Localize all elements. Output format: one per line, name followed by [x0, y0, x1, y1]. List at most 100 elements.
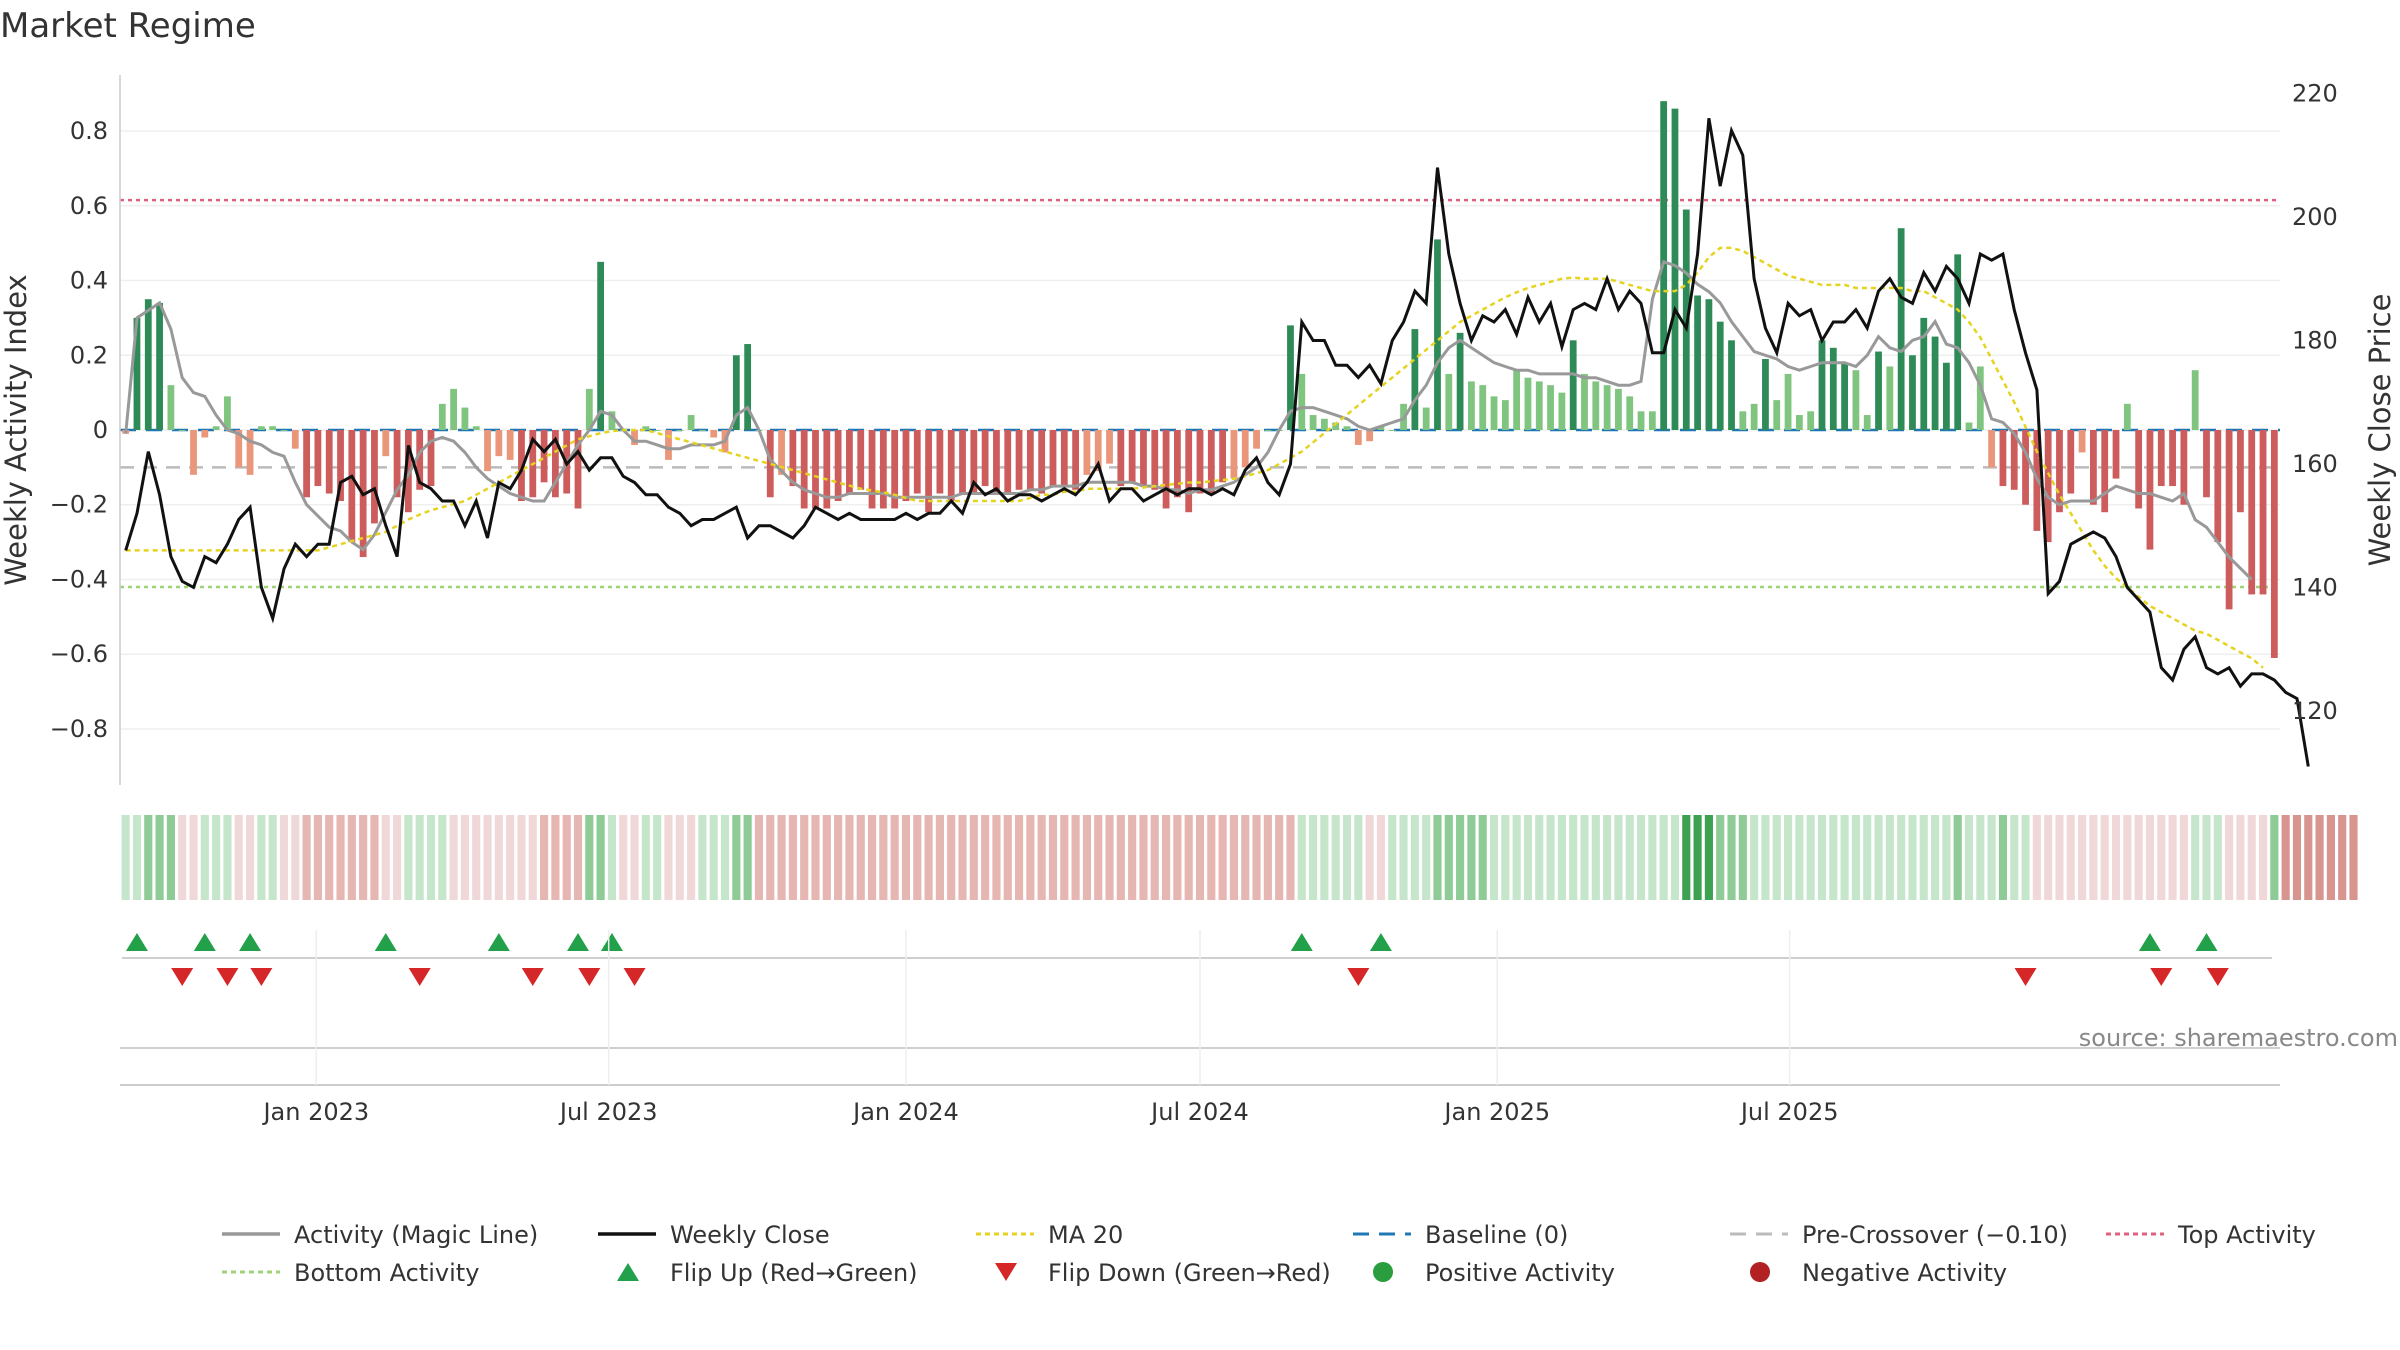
- regime-cell: [1320, 815, 1329, 900]
- regime-cell: [754, 815, 764, 900]
- x-tick-label: Jul 2025: [1739, 1098, 1839, 1126]
- regime-cell: [1444, 815, 1453, 900]
- activity-bar: [789, 430, 797, 487]
- activity-bar: [2169, 430, 2176, 487]
- regime-cell: [1931, 815, 1940, 900]
- activity-bar: [1705, 299, 1713, 430]
- regime-cell: [1908, 815, 1917, 900]
- activity-bar: [846, 430, 853, 494]
- activity-bar: [371, 430, 378, 524]
- y-left-tick-label: −0.4: [50, 565, 108, 593]
- y-right-tick-label: 120: [2292, 697, 2338, 725]
- regime-cell: [879, 815, 888, 900]
- flip-down-marker: [2014, 968, 2037, 986]
- flip-down-marker: [521, 968, 544, 986]
- regime-cell: [1094, 815, 1103, 900]
- regime-cell: [2349, 815, 2358, 900]
- regime-cell: [834, 815, 843, 900]
- regime-cell: [1478, 815, 1487, 900]
- regime-cell: [2179, 815, 2188, 900]
- activity-bar: [585, 388, 593, 430]
- flip-up-marker: [487, 933, 510, 951]
- y-left-tick-label: 0.8: [70, 117, 108, 145]
- y-left-tick-label: 0.4: [70, 267, 108, 295]
- activity-bar: [314, 430, 322, 487]
- activity-bar: [1377, 426, 1385, 430]
- activity-bar: [2044, 430, 2052, 543]
- activity-bar: [2056, 430, 2063, 513]
- y-left-tick-label: −0.8: [50, 715, 108, 743]
- series-lines: [124, 117, 2310, 767]
- regime-cell: [947, 815, 956, 900]
- regime-cell: [2225, 815, 2234, 900]
- activity-bar: [2135, 430, 2143, 509]
- regime-cell: [2044, 815, 2053, 900]
- legend-swatch: [1750, 1262, 1770, 1282]
- activity-bar: [1128, 430, 1136, 483]
- activity-bar: [1784, 373, 1792, 430]
- activity-bar: [1422, 407, 1430, 430]
- regime-cell: [426, 815, 436, 900]
- regime-cell: [1919, 815, 1928, 900]
- activity-bar: [1196, 430, 1204, 494]
- regime-cell: [1173, 815, 1182, 900]
- regime-cell: [494, 815, 503, 900]
- regime-cell: [166, 815, 175, 900]
- regime-cell: [1014, 815, 1024, 900]
- regime-cell: [404, 815, 413, 900]
- regime-cell: [1286, 815, 1295, 900]
- activity-bar: [416, 430, 424, 490]
- regime-cell: [720, 815, 730, 900]
- regime-cell: [924, 815, 933, 900]
- activity-bar: [574, 430, 582, 509]
- regime-cell: [1546, 815, 1555, 900]
- activity-bars: [122, 101, 2278, 658]
- activity-bar: [766, 430, 774, 498]
- y-right-axis-label: Weekly Close Price: [2363, 294, 2397, 567]
- activity-bar: [257, 426, 265, 430]
- regime-cell: [234, 815, 243, 900]
- regime-cell: [483, 815, 492, 900]
- flip-up-marker: [125, 933, 148, 951]
- regime-cell: [1195, 815, 1205, 900]
- activity-bar: [1965, 422, 1973, 430]
- activity-bar: [1230, 430, 1238, 479]
- legend-label: Flip Down (Green→Red): [1048, 1259, 1331, 1287]
- legend-swatch: [995, 1263, 1017, 1281]
- regime-cell: [1456, 815, 1465, 900]
- regime-cell: [1738, 815, 1747, 900]
- regime-cell: [1467, 815, 1476, 900]
- flip-up-marker: [1369, 933, 1392, 951]
- regime-cell: [958, 815, 967, 900]
- regime-cell: [1603, 815, 1612, 900]
- regime-cell: [415, 815, 424, 900]
- flip-down-marker: [2150, 968, 2173, 986]
- activity-bar: [608, 411, 616, 430]
- regime-cell: [969, 815, 978, 900]
- regime-cell: [596, 815, 605, 900]
- regime-cell: [178, 815, 187, 900]
- weekly-close-line: [124, 117, 2310, 767]
- activity-bar: [269, 426, 277, 430]
- regime-cell: [1998, 815, 2008, 900]
- flip-up-marker: [2195, 933, 2218, 951]
- regime-cell: [1727, 815, 1736, 900]
- legend-item-neg_dot: Negative Activity: [1750, 1259, 2007, 1287]
- legend-swatch: [1373, 1262, 1393, 1282]
- legend-label: Weekly Close: [670, 1221, 830, 1249]
- legend-label: Baseline (0): [1425, 1221, 1568, 1249]
- regime-cell: [1897, 815, 1906, 900]
- regime-cell: [777, 815, 786, 900]
- regime-cell: [1636, 815, 1646, 900]
- activity-bar: [1038, 430, 1046, 494]
- grid-lines: [120, 130, 2280, 730]
- legend: Activity (Magic Line) Weekly Close MA 20 Ba…: [222, 1221, 2316, 1287]
- activity-bar: [1547, 385, 1554, 430]
- activity-bar: [1716, 321, 1724, 430]
- activity-bar: [144, 299, 152, 430]
- activity-bar: [597, 261, 605, 430]
- regime-cell: [653, 815, 662, 900]
- regime-cell: [1659, 815, 1668, 900]
- flip-down-marker: [216, 968, 239, 986]
- legend-item-baseline: Baseline (0): [1353, 1221, 1568, 1249]
